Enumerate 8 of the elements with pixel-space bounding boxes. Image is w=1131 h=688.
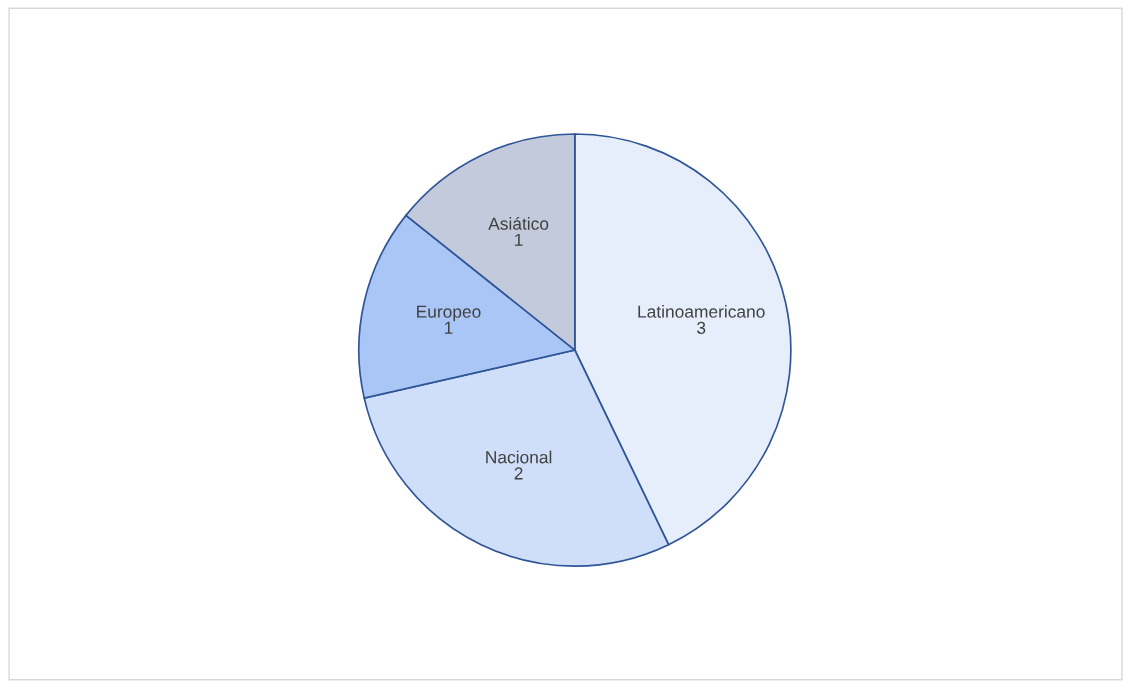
data-label: 3 (697, 321, 706, 334)
slice-label: Nacional (486, 450, 552, 464)
slice-label: Latinoamericano (638, 305, 765, 318)
slice-label: Asiático (488, 216, 549, 230)
data-label: 1 (515, 233, 523, 246)
data-label: 2 (514, 467, 523, 480)
data-label: 1 (444, 321, 453, 334)
slice-label: Europeo (417, 305, 481, 322)
